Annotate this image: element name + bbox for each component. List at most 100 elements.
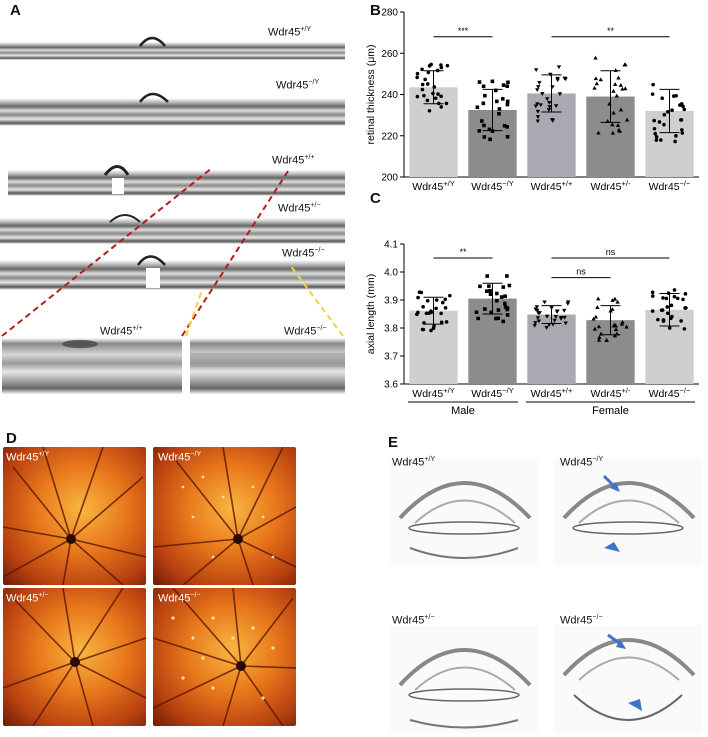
point-0-21 bbox=[420, 82, 425, 87]
point-1-12 bbox=[481, 84, 486, 89]
point-1-7 bbox=[475, 105, 480, 110]
point-2-10 bbox=[542, 300, 547, 305]
point-1-22 bbox=[479, 119, 484, 123]
point-2-7 bbox=[550, 85, 555, 89]
point-4-0 bbox=[659, 138, 663, 142]
anterior-image-4 bbox=[554, 625, 702, 733]
point-1-25 bbox=[501, 285, 506, 289]
point-4-7 bbox=[672, 288, 677, 292]
y-tick-label-2: 3.8 bbox=[384, 324, 398, 335]
point-0-2 bbox=[425, 298, 430, 303]
fundus-label-1: Wdr45+/Y bbox=[6, 451, 50, 464]
point-2-2 bbox=[553, 104, 559, 108]
point-4-24 bbox=[679, 102, 684, 106]
point-3-8 bbox=[595, 305, 600, 309]
point-4-3 bbox=[660, 96, 664, 101]
anterior-label-4: Wdr45−/− bbox=[560, 614, 603, 627]
point-2-23 bbox=[547, 100, 552, 105]
point-1-14 bbox=[505, 99, 510, 104]
category-label-1: Wdr45−/Y bbox=[471, 386, 513, 400]
point-0-8 bbox=[439, 65, 444, 70]
point-2-18 bbox=[535, 119, 540, 124]
fundus-label-4: Wdr45−/− bbox=[158, 592, 201, 605]
point-4-18 bbox=[662, 112, 667, 117]
point-3-5 bbox=[615, 299, 620, 304]
point-2-12 bbox=[538, 103, 543, 108]
point-0-6 bbox=[436, 92, 440, 96]
point-4-23 bbox=[679, 319, 683, 323]
point-4-18 bbox=[669, 303, 674, 308]
arrowhead-icon-2 bbox=[628, 699, 642, 711]
point-1-17 bbox=[497, 107, 502, 111]
anterior-image-1 bbox=[390, 458, 538, 566]
category-label-1: Wdr45−/Y bbox=[471, 179, 513, 193]
y-tick-label-0: 3.6 bbox=[384, 380, 398, 391]
point-4-7 bbox=[682, 107, 687, 112]
point-0-7 bbox=[421, 304, 425, 309]
point-4-2 bbox=[681, 297, 685, 302]
point-0-14 bbox=[439, 105, 444, 109]
point-3-17 bbox=[593, 76, 599, 81]
panel-letter-e: E bbox=[388, 434, 399, 451]
point-3-19 bbox=[616, 75, 621, 80]
point-1-21 bbox=[501, 319, 506, 324]
point-1-19 bbox=[496, 308, 501, 312]
point-0-19 bbox=[420, 87, 425, 92]
point-4-13 bbox=[682, 327, 687, 331]
oct-label-5: Wdr45−/− bbox=[282, 247, 325, 260]
point-2-13 bbox=[535, 109, 541, 114]
fundus-image-1 bbox=[3, 447, 146, 585]
point-3-18 bbox=[592, 326, 598, 331]
point-1-6 bbox=[488, 292, 493, 297]
point-3-24 bbox=[613, 323, 618, 328]
y-tick-label-1: 3.7 bbox=[384, 352, 398, 363]
point-1-22 bbox=[502, 301, 507, 306]
point-3-16 bbox=[613, 327, 619, 332]
point-4-13 bbox=[650, 92, 655, 96]
point-1-13 bbox=[483, 307, 487, 311]
point-2-16 bbox=[533, 104, 539, 109]
significance-label-0: ** bbox=[459, 247, 467, 257]
point-2-21 bbox=[550, 119, 555, 123]
panel-letter-b: B bbox=[370, 2, 381, 19]
panel-letter-a: A bbox=[10, 2, 21, 19]
y-axis-label: axial length (mm) bbox=[365, 274, 377, 355]
point-0-20 bbox=[445, 63, 450, 68]
point-4-15 bbox=[659, 308, 664, 312]
point-1-17 bbox=[485, 274, 490, 278]
point-0-4 bbox=[431, 91, 435, 96]
point-4-12 bbox=[651, 82, 655, 87]
y-tick-label-3: 3.9 bbox=[384, 296, 398, 307]
significance-label-1: ns bbox=[576, 267, 586, 277]
point-0-13 bbox=[421, 327, 426, 332]
point-3-0 bbox=[591, 316, 596, 321]
point-2-6 bbox=[534, 305, 540, 310]
anterior-image-3 bbox=[390, 625, 538, 733]
point-1-16 bbox=[505, 274, 509, 278]
point-2-12 bbox=[565, 302, 571, 306]
oct-scan-4 bbox=[0, 214, 345, 244]
point-0-21 bbox=[443, 297, 448, 302]
point-4-0 bbox=[650, 290, 655, 295]
point-1-12 bbox=[503, 305, 508, 309]
oct-image-stack bbox=[0, 36, 345, 394]
point-2-23 bbox=[536, 319, 542, 324]
point-1-4 bbox=[494, 316, 498, 321]
point-2-11 bbox=[535, 102, 540, 107]
point-4-11 bbox=[653, 131, 658, 136]
oct-scan-2 bbox=[0, 92, 345, 126]
point-2-16 bbox=[562, 315, 567, 320]
point-2-20 bbox=[533, 321, 538, 325]
chart-retinal-thickness: 200 220 240 260 280 retinal thickness (μm) Wdr… bbox=[365, 8, 699, 193]
point-3-13 bbox=[596, 296, 601, 301]
point-2-3 bbox=[557, 92, 563, 97]
point-0-25 bbox=[429, 310, 434, 315]
point-2-14 bbox=[535, 115, 541, 119]
point-0-10 bbox=[425, 98, 430, 103]
oct-zoom-right bbox=[190, 338, 345, 394]
category-label-2: Wdr45+/+ bbox=[531, 386, 573, 400]
point-3-1 bbox=[593, 55, 598, 60]
oct-label-4: Wdr45+/− bbox=[278, 202, 321, 215]
point-1-8 bbox=[487, 127, 492, 132]
point-4-17 bbox=[654, 135, 659, 139]
